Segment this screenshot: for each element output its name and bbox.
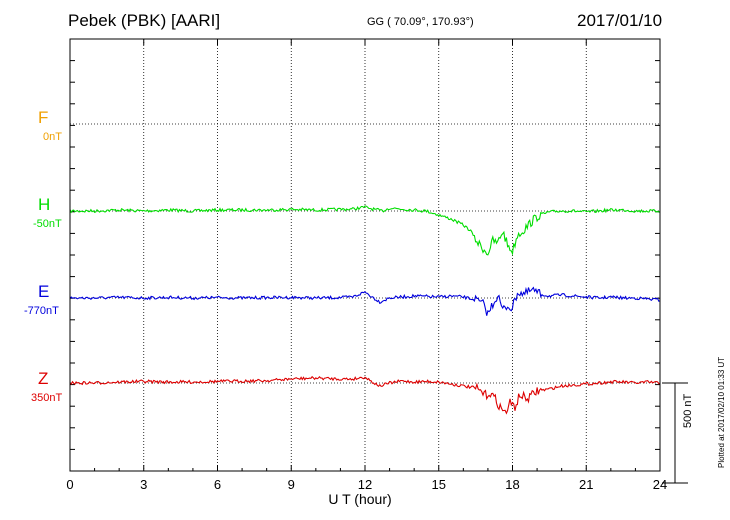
x-tick-label-15: 15 xyxy=(432,477,446,492)
series-lines xyxy=(69,205,661,415)
station-coordinates: GG ( 70.09°, 170.93°) xyxy=(367,16,474,28)
plotted-timestamp: Plotted at 2017/02/10 01:33 UT xyxy=(717,356,726,468)
component-label-f: F xyxy=(38,108,49,127)
series-z-line xyxy=(69,375,661,415)
plot-date: 2017/01/10 xyxy=(577,11,663,30)
grid xyxy=(70,38,660,471)
component-label-e: E xyxy=(38,282,50,301)
x-tick-label-0: 0 xyxy=(66,477,73,492)
component-offset-e: -770nT xyxy=(24,305,59,317)
x-tick-label-9: 9 xyxy=(288,477,295,492)
component-label-z: Z xyxy=(38,369,49,388)
component-offset-z: 350nT xyxy=(31,392,63,404)
x-tick-label-3: 3 xyxy=(140,477,147,492)
component-offset-h: -50nT xyxy=(33,218,62,230)
x-tick-label-18: 18 xyxy=(505,477,519,492)
x-tick-label-21: 21 xyxy=(579,477,593,492)
scale-bar xyxy=(662,382,688,484)
x-tick-label-24: 24 xyxy=(653,477,667,492)
x-axis-label: U T (hour) xyxy=(328,491,392,507)
x-tick-label-6: 6 xyxy=(214,477,221,492)
component-offset-f: 0nT xyxy=(43,131,62,143)
x-axis-ticks: 0 3 6 9 12 15 18 21 24 xyxy=(66,39,667,492)
series-e-line xyxy=(69,286,661,316)
scale-bar-label: 500 nT xyxy=(682,393,694,428)
component-label-h: H xyxy=(38,195,51,214)
x-tick-label-12: 12 xyxy=(358,477,372,492)
station-title: Pebek (PBK) [AARI] xyxy=(68,11,221,30)
series-h-line xyxy=(69,205,660,256)
